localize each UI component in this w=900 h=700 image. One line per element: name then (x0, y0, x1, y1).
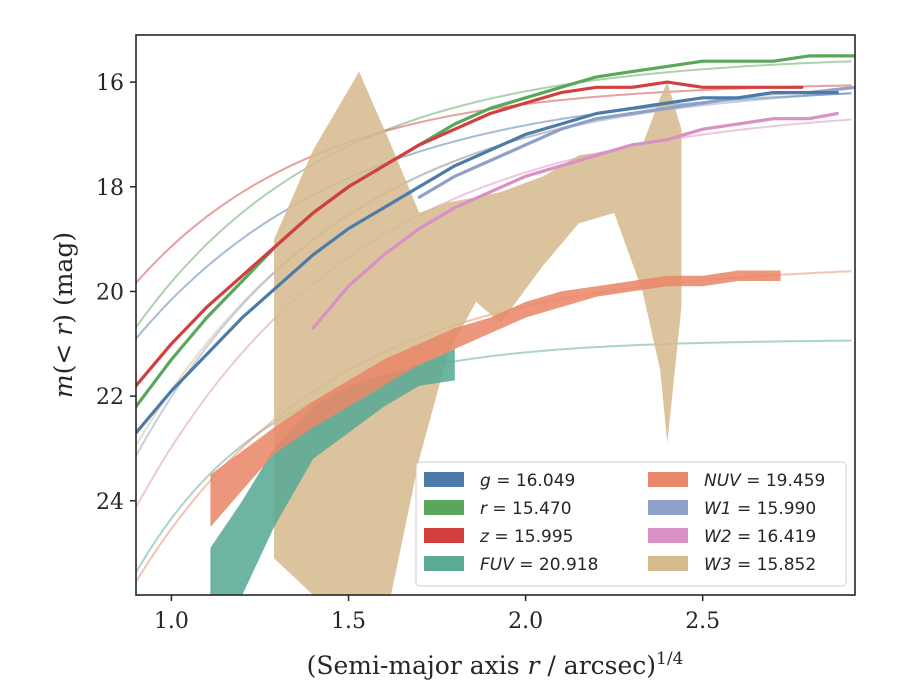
x-axis-ticks: 1.0 1.5 2.0 2.5 (154, 595, 720, 634)
x-tick-label: 2.5 (685, 609, 720, 634)
y-tick-label: 24 (96, 490, 124, 515)
legend-entry: r = 15.470 (424, 499, 572, 519)
band-nuv (210, 270, 781, 527)
legend-label: g = 16.049 (480, 471, 575, 491)
legend-swatch (648, 556, 688, 571)
plot-frame (135, 34, 856, 596)
legend-label: z = 15.995 (479, 527, 573, 547)
y-tick-label: 18 (96, 176, 124, 201)
legend-box (415, 461, 847, 587)
y-axis-ticks: 16 18 20 22 24 (96, 71, 136, 515)
legend-swatch (424, 500, 464, 515)
legend-label: W2 = 16.419 (704, 527, 816, 547)
legend-swatch (648, 528, 688, 543)
legend-swatch (424, 528, 464, 543)
legend-swatch (424, 556, 464, 571)
legend-swatch (648, 500, 688, 515)
legend-entry: NUV = 19.459 (648, 471, 825, 491)
legend-entry: W2 = 16.419 (648, 527, 816, 547)
profile-line-w2 (311, 111, 839, 330)
legend-swatch (424, 472, 464, 487)
x-tick-label: 1.5 (331, 609, 366, 634)
legend-label: W1 = 15.990 (704, 499, 816, 519)
legend-label: W3 = 15.852 (704, 555, 816, 575)
y-tick-label: 20 (96, 280, 124, 305)
x-axis-title: (Semi-major axis r / arcsec)1/4 (307, 649, 684, 680)
legend-label: NUV = 19.459 (704, 471, 825, 491)
model-curve-r (136, 60, 852, 328)
profile-line-g (136, 90, 839, 435)
y-tick-label: 22 (96, 385, 124, 410)
profile-bands (210, 71, 781, 595)
profile-line-z (136, 80, 804, 388)
legend-entry: FUV = 20.918 (424, 555, 598, 575)
profile-lines (136, 54, 855, 435)
y-tick-label: 16 (96, 71, 124, 96)
legend-label: r = 15.470 (480, 499, 572, 519)
x-tick-label: 2.0 (508, 609, 543, 634)
model-curve-w2 (136, 118, 852, 508)
legend-label: FUV = 20.918 (480, 555, 598, 575)
legend: g = 16.049 r = 15.470 z = 15.995 FUV = 20.9… (415, 461, 847, 587)
profile-line-r (136, 54, 855, 409)
legend-swatch (648, 472, 688, 487)
legend-entry: W3 = 15.852 (648, 555, 816, 575)
legend-entry: z = 15.995 (424, 527, 573, 547)
legend-entry: W1 = 15.990 (648, 499, 816, 519)
x-tick-label: 1.0 (154, 609, 189, 634)
y-axis-title: m(< r) (mag) (49, 232, 78, 398)
legend-entry: g = 16.049 (424, 471, 575, 491)
band-w3 (274, 71, 682, 595)
